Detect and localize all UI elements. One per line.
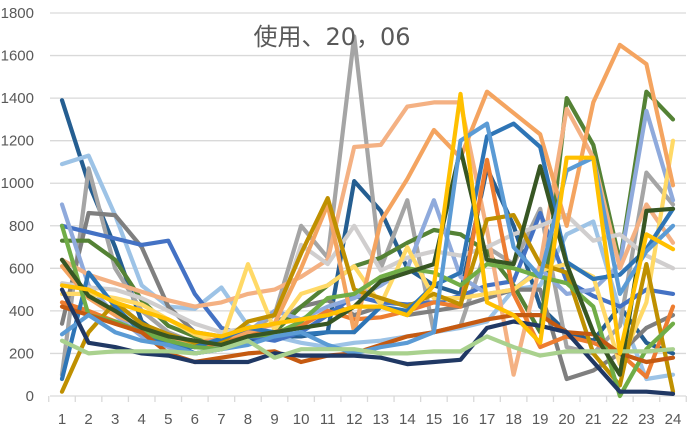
series-line-s21 xyxy=(59,91,676,356)
x-tick-label: 6 xyxy=(191,411,199,428)
chart-title: 使用、20，06 xyxy=(253,23,410,51)
x-tick-label: 16 xyxy=(452,411,469,428)
y-tick-label: 1600 xyxy=(1,48,34,65)
x-tick-label: 22 xyxy=(612,411,629,428)
y-tick-label: 1800 xyxy=(1,5,34,22)
series-line-s15 xyxy=(59,223,676,399)
x-tick-label: 3 xyxy=(111,411,119,428)
x-tick-label: 12 xyxy=(346,411,363,428)
y-axis-ticks: 0 200 400 600 800 1000 1200 1400 1600 1800 xyxy=(1,5,34,405)
x-tick-label: 19 xyxy=(532,411,549,428)
y-tick-label: 400 xyxy=(9,303,34,320)
x-tick-label: 4 xyxy=(138,411,146,428)
series-line-s20 xyxy=(59,334,676,360)
x-tick-label: 11 xyxy=(320,411,336,428)
y-tick-label: 800 xyxy=(9,218,34,235)
x-tick-label: 7 xyxy=(217,411,225,428)
y-tick-label: 200 xyxy=(9,345,34,362)
x-tick-label: 8 xyxy=(244,411,252,428)
x-tick-label: 2 xyxy=(84,411,92,428)
series-line-s19 xyxy=(59,287,676,396)
x-tick-label: 15 xyxy=(426,411,443,428)
x-tick-label: 14 xyxy=(399,411,416,428)
series-line-s9 xyxy=(59,213,676,335)
series-line-s8 xyxy=(59,100,676,377)
series-lines xyxy=(59,34,676,399)
x-tick-label: 21 xyxy=(585,411,602,428)
series-line-s6 xyxy=(59,89,676,345)
y-tick-label: 1200 xyxy=(1,133,34,150)
y-tick-label: 0 xyxy=(26,388,34,405)
x-tick-label: 18 xyxy=(505,411,522,428)
x-tick-label: 23 xyxy=(638,411,655,428)
y-tick-label: 1400 xyxy=(1,90,34,107)
y-tick-label: 1000 xyxy=(1,175,34,192)
series-line-s3 xyxy=(59,34,676,377)
x-tick-label: 1 xyxy=(58,411,66,428)
y-tick-label: 600 xyxy=(9,260,34,277)
series-line-s2 xyxy=(59,153,676,382)
x-tick-label: 10 xyxy=(293,411,310,428)
x-tick-label: 13 xyxy=(372,411,389,428)
series-line-s17 xyxy=(59,147,676,377)
x-tick-label: 20 xyxy=(558,411,575,428)
x-tick-label: 24 xyxy=(665,411,682,428)
x-axis-ticks: 1 2 3 4 5 6 7 8 9 10 11 12 13 14 15 16 17 18 19 20 21 22 23 24 xyxy=(48,396,687,428)
x-tick-label: 5 xyxy=(164,411,172,428)
x-tick-label: 9 xyxy=(270,411,278,428)
x-tick-label: 17 xyxy=(479,411,496,428)
